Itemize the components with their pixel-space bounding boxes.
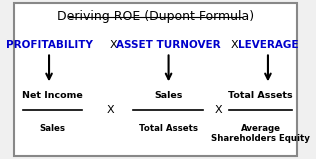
Text: X: X xyxy=(110,40,118,49)
Text: Sales: Sales xyxy=(155,91,183,100)
Text: X: X xyxy=(231,40,239,49)
Text: PROFITABILITY: PROFITABILITY xyxy=(6,40,93,49)
Text: X: X xyxy=(215,105,222,115)
Text: ASSET TURNOVER: ASSET TURNOVER xyxy=(116,40,221,49)
Text: Sales: Sales xyxy=(39,124,65,133)
Text: Total Assets: Total Assets xyxy=(139,124,198,133)
Text: Deriving ROE (Dupont Formula): Deriving ROE (Dupont Formula) xyxy=(57,10,254,23)
Text: Net Income: Net Income xyxy=(21,91,82,100)
Text: Total Assets: Total Assets xyxy=(228,91,293,100)
Text: LEVERAGE: LEVERAGE xyxy=(238,40,298,49)
FancyBboxPatch shape xyxy=(15,3,297,156)
Text: Average
Shareholders Equity: Average Shareholders Equity xyxy=(211,124,310,143)
Text: X: X xyxy=(107,105,115,115)
